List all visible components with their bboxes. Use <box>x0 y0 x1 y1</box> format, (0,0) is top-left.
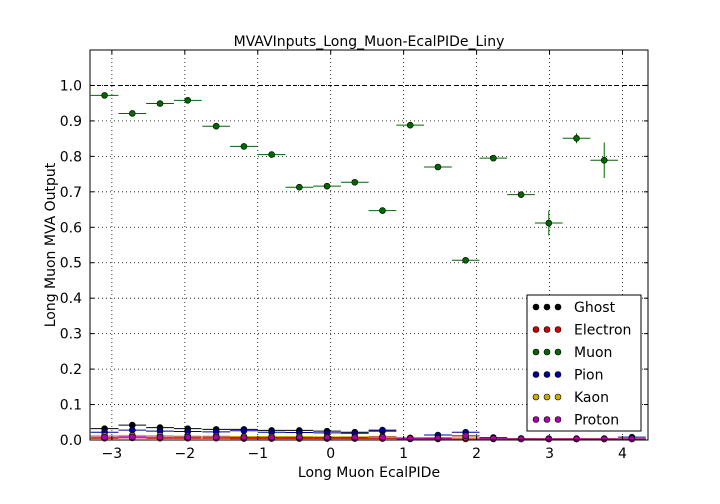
y-tick-label: 0.3 <box>60 327 82 343</box>
y-tick-label: 0.2 <box>60 362 82 378</box>
data-point <box>434 163 442 171</box>
data-point <box>406 121 414 129</box>
legend-marker <box>543 371 551 378</box>
legend-label: Muon <box>574 345 612 361</box>
y-tick-label: 1.0 <box>60 78 82 94</box>
plot-frame <box>89 49 649 441</box>
data-point <box>490 435 497 442</box>
data-point <box>240 427 248 435</box>
y-tick-label: 0.0 <box>60 433 82 449</box>
data-point <box>379 433 386 441</box>
data-point <box>573 134 580 142</box>
y-tick-label: 0.4 <box>60 291 82 307</box>
legend-marker <box>554 416 562 423</box>
legend-marker <box>554 393 562 401</box>
data-point <box>517 435 525 443</box>
data-point <box>156 100 164 107</box>
data-point <box>101 433 108 441</box>
y-tick-label: 0.5 <box>60 256 82 272</box>
legend: Ghost Electron Muon Pion Kaon Proton <box>526 294 642 432</box>
legend-marker <box>543 416 551 423</box>
data-point <box>296 434 303 441</box>
data-point <box>490 154 497 162</box>
data-point <box>628 435 636 443</box>
x-tick-label: −1 <box>247 446 268 462</box>
series-muon <box>90 92 619 264</box>
legend-marker <box>532 348 540 356</box>
data-point <box>296 183 303 191</box>
legend-label: Pion <box>574 368 603 384</box>
data-point <box>129 433 136 441</box>
data-point <box>323 182 331 190</box>
y-tick-label: 0.1 <box>60 398 82 414</box>
data-point <box>545 219 553 227</box>
legend-marker <box>554 371 562 378</box>
x-tick-label: −3 <box>102 446 123 462</box>
data-point <box>156 433 164 441</box>
y-tick-label: 0.9 <box>60 114 82 130</box>
data-point <box>351 178 359 186</box>
data-point <box>268 151 275 158</box>
data-point <box>462 432 469 440</box>
data-point <box>212 433 220 441</box>
legend-label: Proton <box>574 413 619 429</box>
legend-marker <box>532 303 540 311</box>
data-point <box>268 434 275 441</box>
data-point <box>379 207 386 214</box>
y-tick-label: 0.6 <box>60 220 82 236</box>
legend-marker <box>532 326 540 333</box>
data-point <box>184 433 192 441</box>
data-point <box>323 434 331 441</box>
data-point <box>240 434 248 441</box>
data-point <box>351 434 359 441</box>
data-point <box>101 92 108 99</box>
legend-label: Electron <box>574 323 631 339</box>
data-point <box>600 435 608 443</box>
legend-marker <box>543 303 551 311</box>
y-axis-label: Long Muon MVA Output <box>43 162 59 327</box>
y-tick-label: 0.7 <box>60 185 82 201</box>
legend-marker <box>543 393 551 401</box>
data-point <box>379 426 386 434</box>
legend-marker <box>543 348 551 356</box>
data-point <box>600 156 608 164</box>
data-point <box>184 97 192 104</box>
legend-marker <box>532 416 540 423</box>
legend-label: Ghost <box>574 300 616 316</box>
axis-ticks: −3 −2 −1 0 1 2 3 4 0.0 0.1 0.2 0.3 0.4 0.5 0.6 0.7 0.8 0.… <box>60 50 648 462</box>
data-point <box>462 256 469 264</box>
chart-title: MVAVInputs_Long_Muon-EcalPIDe_Liny <box>234 34 505 50</box>
y-tick-label: 0.8 <box>60 149 82 165</box>
legend-marker <box>532 371 540 378</box>
data-point <box>517 191 525 198</box>
x-tick-label: 2 <box>472 446 481 462</box>
data-point <box>240 143 248 150</box>
legend-label: Kaon <box>574 390 609 406</box>
data-point <box>545 435 553 443</box>
x-axis-label: Long Muon EcalPIDe <box>298 465 440 481</box>
x-tick-label: 3 <box>545 446 554 462</box>
legend-box <box>526 294 642 432</box>
data-point <box>129 110 136 117</box>
legend-marker <box>554 303 562 311</box>
x-tick-label: 4 <box>618 446 627 462</box>
legend-marker <box>554 348 562 356</box>
x-tick-label: −2 <box>175 446 196 462</box>
data-point <box>212 122 220 130</box>
legend-marker <box>554 326 562 333</box>
data-point <box>406 435 414 442</box>
legend-marker <box>543 326 551 333</box>
data-point <box>573 435 580 443</box>
x-tick-label: 1 <box>399 446 408 462</box>
legend-marker <box>532 393 540 401</box>
x-tick-label: 0 <box>326 446 335 462</box>
